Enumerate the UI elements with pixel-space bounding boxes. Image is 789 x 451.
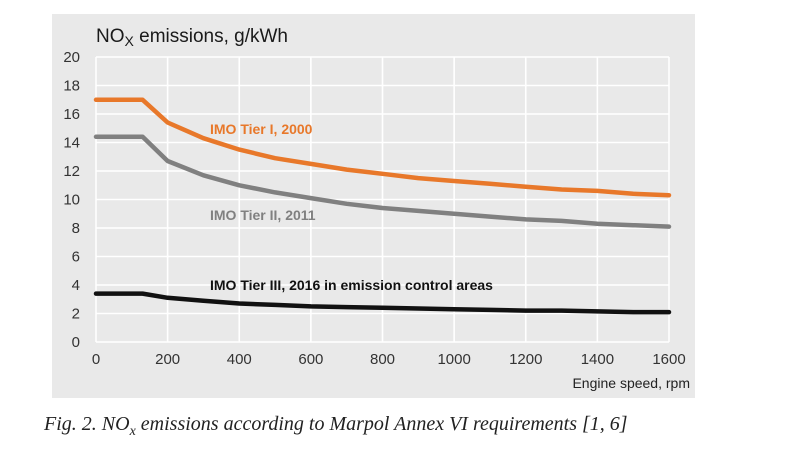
y-tick-label: 18	[63, 78, 80, 95]
y-tick-label: 20	[63, 49, 80, 66]
y-tick-label: 14	[63, 135, 80, 152]
x-tick-label: 200	[155, 351, 180, 368]
x-tick-label: 1000	[437, 351, 470, 368]
y-tick-label: 10	[63, 192, 80, 209]
x-tick-label: 600	[298, 351, 323, 368]
y-axis-ticks: 0 2 4 6 8 10 12 14 16 18 20	[63, 49, 80, 351]
x-tick-label: 0	[92, 351, 100, 368]
x-tick-label: 800	[370, 351, 395, 368]
y-tick-label: 2	[72, 306, 80, 323]
series-lines	[93, 97, 672, 315]
x-axis-label: Engine speed, rpm	[572, 375, 690, 391]
series-label-tier-3: IMO Tier III, 2016 in emission control a…	[210, 277, 493, 293]
series-label-tier-1: IMO Tier I, 2000	[210, 121, 313, 137]
chart-title: NOX emissions, g/kWh	[96, 26, 288, 49]
x-axis-ticks: 0 200 400 600 800 1000 1200 1400 1600	[92, 351, 686, 368]
x-tick-label: 400	[227, 351, 252, 368]
y-tick-label: 6	[72, 249, 80, 266]
series-label-tier-2: IMO Tier II, 2011	[210, 207, 316, 223]
y-tick-label: 4	[72, 277, 80, 294]
y-tick-label: 12	[63, 163, 80, 180]
series-line-2	[93, 134, 672, 229]
series-line-3	[93, 291, 672, 315]
y-tick-label: 8	[72, 220, 80, 237]
grid	[95, 56, 670, 343]
x-tick-label: 1600	[652, 351, 685, 368]
y-tick-label: 16	[63, 106, 80, 123]
x-tick-label: 1400	[581, 351, 614, 368]
nox-emissions-chart: NOX emissions, g/kWh 0 2 4 6 8 10 12 14 16 18 20 0…	[63, 26, 690, 391]
chart-panel: NOX emissions, g/kWh 0 2 4 6 8 10 12 14 16 18 20 0…	[52, 14, 695, 398]
series-line-1	[93, 97, 672, 198]
y-tick-label: 0	[72, 334, 80, 351]
x-tick-label: 1200	[509, 351, 542, 368]
figure-caption: Fig. 2. NOx emissions according to Marpo…	[44, 413, 628, 439]
